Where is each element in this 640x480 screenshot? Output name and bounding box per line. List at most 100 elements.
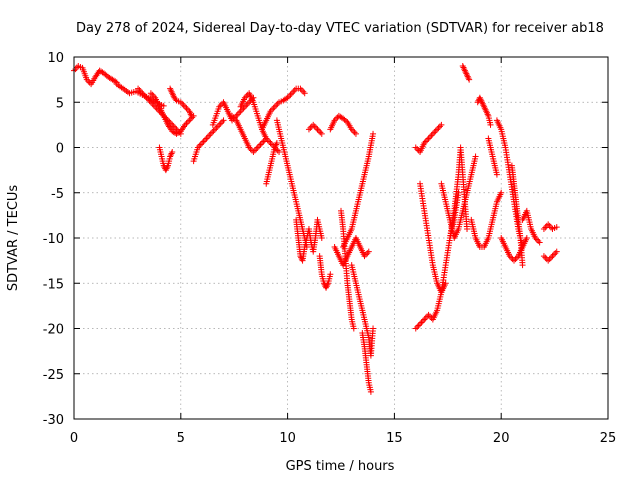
data-point	[214, 123, 221, 130]
data-point	[207, 130, 214, 137]
data-point	[251, 147, 258, 154]
data-point	[307, 124, 314, 131]
x-tick-label: 5	[177, 431, 185, 446]
data-point	[424, 136, 431, 143]
data-point	[370, 130, 377, 137]
data-point	[197, 141, 204, 148]
data-point	[436, 123, 443, 130]
data-point	[546, 256, 553, 263]
data-point	[438, 121, 445, 128]
data-point	[434, 126, 441, 133]
data-point	[183, 105, 190, 112]
data-point	[419, 317, 426, 324]
data-point	[540, 225, 547, 232]
chart-title: Day 278 of 2024, Sidereal Day-to-day VTE…	[76, 21, 604, 36]
data-point	[300, 88, 307, 95]
data-point	[435, 124, 442, 131]
data-point	[209, 129, 216, 136]
y-axis-label: SDTVAR / TECUs	[6, 185, 21, 292]
data-point	[172, 96, 179, 103]
data-point	[270, 105, 277, 112]
data-point	[548, 254, 555, 261]
data-point	[552, 250, 559, 257]
data-point	[160, 102, 167, 109]
data-points	[71, 63, 560, 395]
data-point	[318, 130, 325, 137]
data-point	[73, 64, 80, 71]
data-point	[310, 121, 317, 128]
y-tick-label: 5	[56, 96, 64, 111]
data-point	[421, 316, 428, 323]
x-tick-label: 15	[386, 431, 403, 446]
data-point	[511, 257, 518, 264]
data-point	[267, 139, 274, 146]
data-point	[169, 149, 176, 156]
data-point	[536, 239, 543, 246]
data-point	[253, 146, 260, 153]
data-point	[276, 149, 283, 156]
data-point	[327, 271, 334, 278]
data-point	[220, 117, 227, 124]
data-point	[427, 313, 433, 320]
data-point	[236, 109, 243, 116]
data-point	[290, 88, 297, 95]
data-point	[350, 325, 357, 332]
data-point	[425, 311, 432, 318]
data-point	[367, 388, 374, 395]
data-point	[199, 139, 206, 146]
data-point	[519, 262, 526, 269]
data-point	[210, 127, 217, 134]
data-point	[549, 253, 556, 260]
data-point	[182, 103, 189, 110]
data-point	[512, 256, 519, 263]
data-point	[540, 253, 547, 260]
data-point	[428, 132, 435, 139]
data-point	[364, 250, 371, 257]
y-tick-label: -30	[43, 413, 64, 428]
data-point	[313, 124, 320, 131]
data-point	[203, 135, 210, 142]
data-point	[317, 129, 324, 136]
data-point	[417, 320, 424, 327]
data-point	[370, 325, 377, 332]
data-point	[180, 102, 187, 109]
data-point	[498, 189, 505, 196]
data-point	[216, 121, 223, 128]
data-point	[273, 141, 280, 148]
data-point	[168, 150, 175, 157]
data-point	[288, 90, 295, 97]
data-point	[429, 130, 436, 137]
data-point	[112, 78, 119, 85]
data-point	[431, 129, 438, 136]
data-point	[234, 111, 241, 118]
y-tick-label: -10	[43, 232, 64, 247]
data-point	[254, 144, 261, 151]
data-point	[466, 76, 473, 83]
axis-ticks: 0 5 10 15 20 25 10 5 0 -5 -10 -15 -20 -25 -30	[43, 51, 617, 446]
data-point	[204, 133, 211, 140]
data-point	[217, 120, 224, 127]
data-point	[550, 251, 557, 258]
data-point	[291, 87, 298, 94]
data-point	[542, 254, 549, 261]
data-point	[427, 133, 433, 140]
data-point	[425, 135, 432, 142]
data-point	[412, 325, 419, 332]
y-tick-label: -20	[43, 323, 64, 338]
data-point	[318, 235, 325, 241]
data-point	[418, 319, 425, 326]
data-point	[206, 132, 213, 139]
data-point	[493, 171, 500, 178]
data-point	[415, 322, 422, 329]
data-point	[256, 142, 263, 149]
data-point	[287, 91, 294, 98]
data-point	[273, 102, 280, 109]
data-point	[342, 117, 349, 124]
x-tick-label: 25	[600, 431, 617, 446]
y-tick-label: -15	[43, 277, 64, 292]
data-point	[301, 90, 308, 97]
data-point	[535, 238, 542, 245]
data-point	[202, 136, 209, 143]
data-point	[412, 144, 419, 151]
